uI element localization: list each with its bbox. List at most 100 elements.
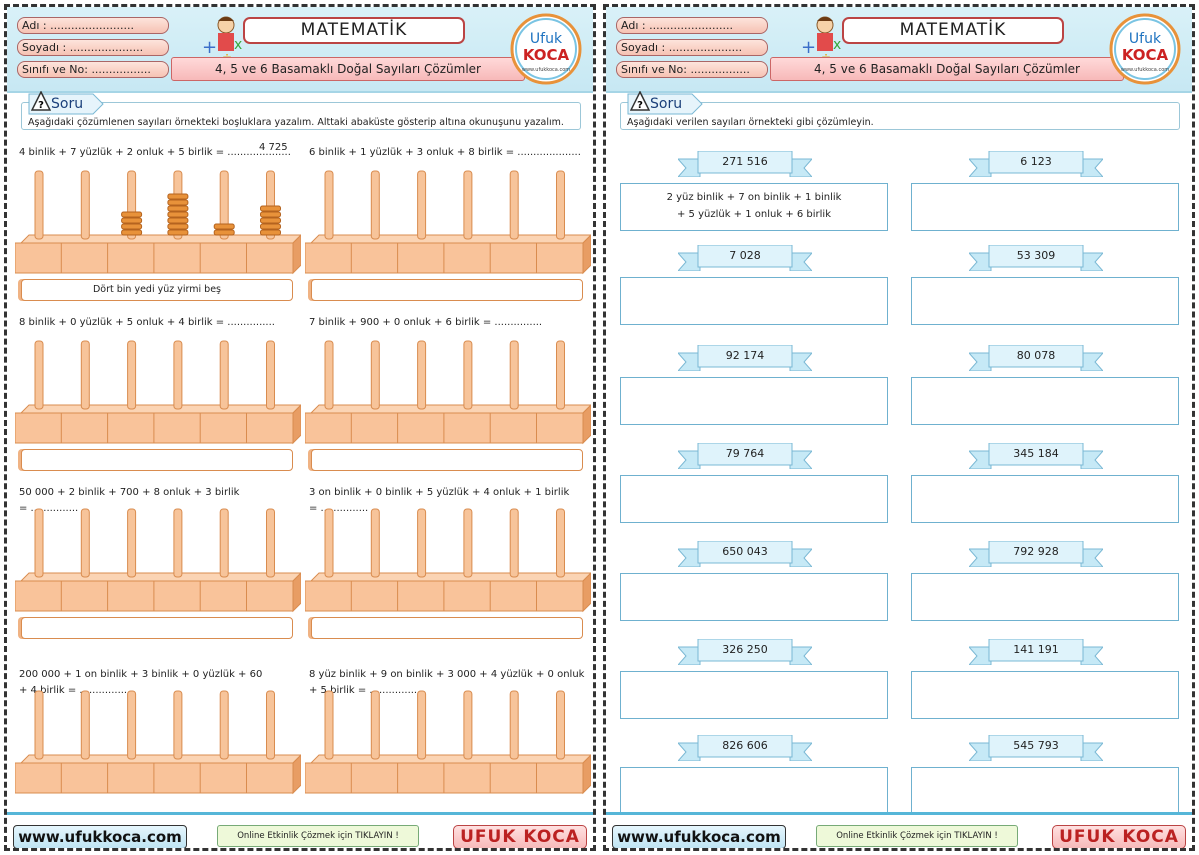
abacus-rod: [324, 508, 334, 578]
answer-blank[interactable]: = ....................: [215, 147, 291, 158]
class-number-field[interactable]: Sınıfı ve No: .................: [616, 61, 768, 78]
abacus-base: [15, 404, 301, 445]
surname-field[interactable]: Soyadı : .....................: [616, 39, 768, 56]
abacus[interactable]: [15, 505, 301, 613]
abacus-rod: [34, 170, 44, 240]
abacus-rod: [417, 508, 427, 578]
number-ribbon: 650 043: [676, 540, 814, 568]
answer-blank[interactable]: + 4 birlik = ...............: [19, 685, 128, 696]
abacus[interactable]: [305, 505, 591, 613]
svg-text:x: x: [234, 37, 242, 53]
abacus-rod: [266, 690, 275, 760]
reading-answer-box[interactable]: [21, 449, 293, 471]
surname-field[interactable]: Soyadı : .....................: [17, 39, 169, 56]
decomposition-answer-box[interactable]: [911, 183, 1179, 231]
worksheet-title: MATEMATİK: [842, 17, 1064, 44]
abacus-base: [305, 572, 591, 613]
online-activity-link[interactable]: Online Etkinlik Çözmek için TIKLAYIN !: [217, 825, 419, 847]
expression-text: 8 binlik + 0 yüzlük + 5 onluk + 4 birlik: [19, 317, 213, 328]
left-worksheet: Adı : ........................ Soyadı : …: [4, 4, 596, 851]
number-ribbon: 7 028: [676, 244, 814, 272]
number-ribbon: 141 191: [967, 638, 1105, 666]
example-line: 2 yüz binlik + 7 on binlik + 1 binlik: [666, 192, 842, 203]
decomposition-answer-box[interactable]: [620, 475, 888, 523]
abacus-rod: [34, 508, 44, 578]
decomposition-answer-box[interactable]: [620, 377, 888, 425]
number-ribbon: 271 516: [676, 150, 814, 178]
abacus-rod: [417, 690, 427, 760]
decomposition-answer-box[interactable]: [620, 671, 888, 719]
number-label: 650 043: [722, 545, 768, 558]
abacus-bead: [213, 223, 235, 230]
number-label: 326 250: [722, 643, 768, 656]
svg-text:?: ?: [38, 100, 44, 111]
decomposition-answer-box[interactable]: [911, 573, 1179, 621]
abacus[interactable]: [15, 337, 301, 445]
ribbon-shape: [967, 638, 1105, 666]
abacus[interactable]: [305, 687, 591, 795]
decomposition-answer-box[interactable]: [911, 671, 1179, 719]
site-link[interactable]: www.ufukkoca.com: [13, 825, 187, 848]
answer-blank[interactable]: = ...............: [309, 503, 369, 514]
ufuk-koca-logo[interactable]: Ufuk KOCA www.ufukkoca.com: [510, 13, 582, 85]
decomposition-answer-box[interactable]: [911, 277, 1179, 325]
abacus-base: [15, 234, 301, 275]
decomposition-answer-box[interactable]: [620, 573, 888, 621]
number-ribbon: 53 309: [967, 244, 1105, 272]
decomposition-expression: 3 on binlik + 0 binlik + 5 yüzlük + 4 on…: [309, 485, 593, 517]
reading-answer-box[interactable]: [21, 617, 293, 639]
decomposition-answer-box[interactable]: [911, 767, 1179, 815]
abacus-bead: [121, 217, 143, 224]
worksheet-subtitle: 4, 5 ve 6 Basamaklı Doğal Sayıları Çözüm…: [770, 57, 1124, 81]
class-number-field[interactable]: Sınıfı ve No: .................: [17, 61, 169, 78]
abacus-rod: [370, 508, 380, 578]
abacus-rod: [219, 340, 229, 410]
answer-blank[interactable]: = ...............: [215, 317, 275, 328]
brand-label[interactable]: UFUK KOCA: [453, 825, 587, 848]
abacus-rod: [127, 340, 137, 410]
abacus-rod: [80, 690, 90, 760]
decomposition-answer-box[interactable]: [620, 277, 888, 325]
answer-blank[interactable]: + 5 birlik = ...............: [309, 685, 418, 696]
abacus-rod: [556, 170, 565, 240]
site-link[interactable]: www.ufukkoca.com: [612, 825, 786, 848]
abacus-base: [305, 234, 591, 275]
number-ribbon: 326 250: [676, 638, 814, 666]
abacus[interactable]: [15, 687, 301, 795]
svg-text:www.ufukkoca.com: www.ufukkoca.com: [1121, 67, 1169, 73]
answer-blank[interactable]: = ...............: [19, 503, 79, 514]
abacus-rod: [556, 690, 565, 760]
brand-label[interactable]: UFUK KOCA: [1052, 825, 1186, 848]
answer-blank[interactable]: = ....................: [505, 147, 581, 158]
abacus-bead: [260, 205, 281, 212]
svg-text:www.ufukkoca.com: www.ufukkoca.com: [522, 67, 570, 73]
reading-answer-box[interactable]: [311, 279, 583, 301]
decomposition-answer-box[interactable]: 2 yüz binlik + 7 on binlik + 1 binlik + 5…: [620, 183, 888, 231]
svg-text:+: +: [801, 37, 816, 58]
name-field[interactable]: Adı : ........................: [616, 17, 768, 34]
reading-answer-box[interactable]: [311, 617, 583, 639]
abacus[interactable]: [305, 167, 591, 275]
decomposition-answer-box[interactable]: [911, 377, 1179, 425]
abacus-rod: [370, 690, 380, 760]
ribbon-shape: [967, 734, 1105, 762]
answer-blank[interactable]: = ...............: [482, 317, 543, 328]
ufuk-koca-logo[interactable]: Ufuk KOCA www.ufukkoca.com: [1109, 13, 1181, 85]
abacus[interactable]: [15, 167, 301, 275]
abacus-rod: [266, 340, 275, 410]
abacus-rod: [463, 508, 473, 578]
abacus-bead: [167, 223, 189, 230]
abacus[interactable]: [305, 337, 591, 445]
ribbon-shape: [967, 344, 1105, 372]
name-field[interactable]: Adı : ........................: [17, 17, 169, 34]
expression-text: 4 binlik + 7 yüzlük + 2 onluk + 5 birlik: [19, 147, 213, 158]
decomposition-answer-box[interactable]: [620, 767, 888, 815]
abacus-bead: [167, 199, 189, 206]
reading-answer-box[interactable]: Dört bin yedi yüz yirmi beş: [21, 279, 293, 301]
decomposition-answer-box[interactable]: [911, 475, 1179, 523]
online-activity-link[interactable]: Online Etkinlik Çözmek için TIKLAYIN !: [816, 825, 1018, 847]
abacus-base: [15, 754, 301, 795]
question-mark-icon: ?: [630, 91, 650, 111]
reading-answer-box[interactable]: [311, 449, 583, 471]
expression-text: 8 yüz binlik + 9 on binlik + 3 000 + 4 y…: [309, 669, 585, 680]
